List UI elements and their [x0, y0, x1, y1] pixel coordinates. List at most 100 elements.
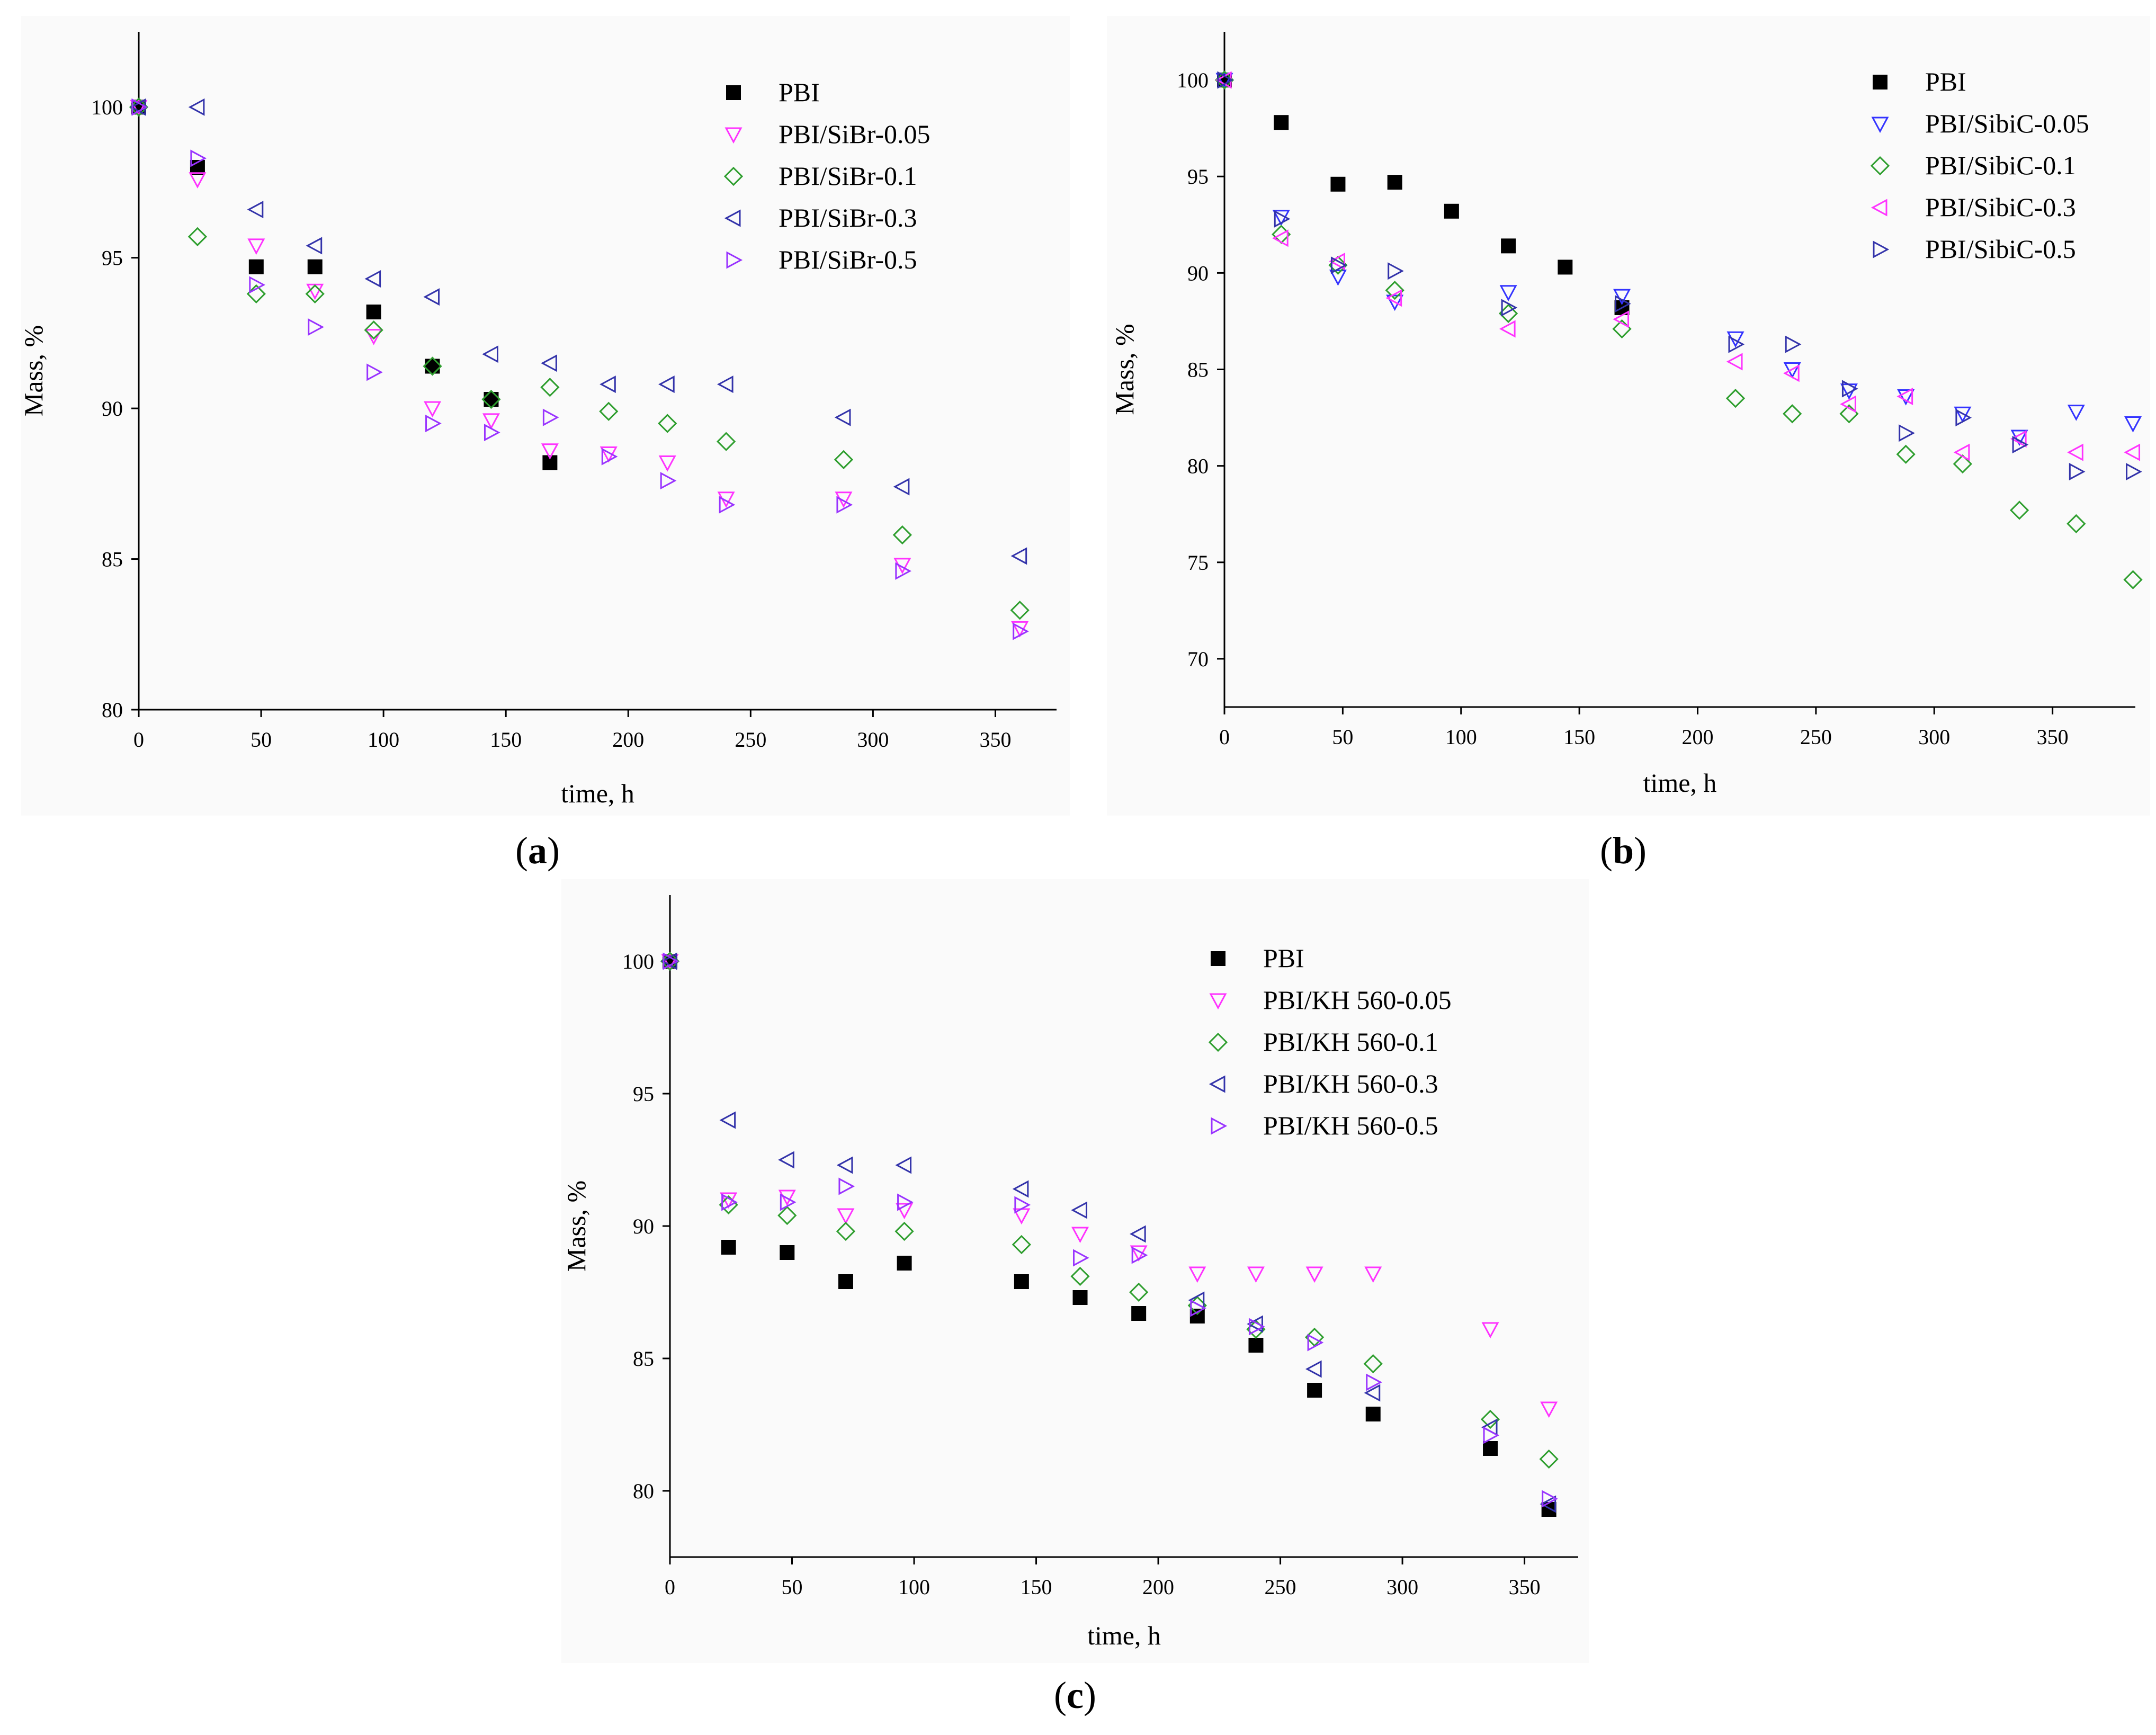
legend-label: PBI/KH 560-0.1: [1263, 1027, 1438, 1057]
data-point: [896, 1203, 914, 1220]
data-point: [2009, 500, 2029, 520]
data-point: [599, 401, 619, 421]
x-tick-label: 0: [133, 728, 144, 752]
data-point: [719, 1111, 736, 1129]
data-point: [1726, 353, 1743, 371]
data-point: [1499, 320, 1516, 338]
x-tick-label: 200: [612, 728, 644, 752]
y-tick-label: 85: [633, 1347, 654, 1371]
data-point: [1330, 256, 1347, 274]
x-tick-label: 100: [1445, 725, 1477, 749]
data-point: [1215, 73, 1233, 90]
x-tick-label: 0: [665, 1575, 675, 1599]
data-point: [895, 1156, 912, 1174]
data-point: [1248, 1338, 1264, 1353]
legend-marker: [724, 127, 742, 144]
legend-marker: [723, 166, 744, 186]
data-point: [541, 443, 559, 460]
panel-a: 0 50 100 150 200 250 300 350 80 85 90 95 100 time, h M…: [19, 32, 1057, 808]
data-point: [1073, 1249, 1089, 1267]
data-point: [306, 237, 323, 255]
data-point: [1014, 1196, 1031, 1214]
data-point: [131, 98, 148, 116]
data-point: [423, 356, 442, 376]
legend-label: PBI/KH 560-0.05: [1263, 985, 1452, 1015]
data-point: [1129, 1225, 1146, 1243]
legend-marker: [1871, 117, 1889, 133]
data-point: [1785, 335, 1802, 353]
data-point: [1540, 1495, 1556, 1513]
data-point: [542, 408, 559, 426]
data-point: [423, 288, 440, 306]
x-tick-label: 300: [1918, 725, 1950, 749]
data-point: [663, 954, 677, 969]
data-point: [366, 305, 381, 320]
y-tick-label: 90: [1187, 261, 1209, 285]
data-point: [1783, 362, 1801, 379]
series-pbi-sibic-0-3: [1215, 71, 2141, 461]
data-point: [897, 1193, 914, 1211]
data-point: [1840, 395, 1856, 413]
data-point: [717, 375, 733, 393]
data-point: [364, 270, 381, 288]
data-point: [1013, 622, 1029, 640]
data-point: [601, 448, 618, 466]
data-point: [778, 1190, 796, 1206]
data-point: [1499, 285, 1517, 301]
legend-label: PBI/KH 560-0.5: [1263, 1111, 1438, 1140]
data-point: [2069, 463, 2086, 481]
data-point: [658, 375, 675, 393]
x-tick-label: 300: [857, 728, 889, 752]
data-point: [719, 496, 736, 514]
y-axis-title: Mass, %: [561, 1180, 591, 1272]
legend-marker: [1873, 240, 1890, 258]
legend-marker: [726, 85, 741, 100]
x-tick-label: 50: [782, 1575, 803, 1599]
y-tick-label: 85: [102, 548, 123, 571]
data-point: [1385, 289, 1402, 307]
x-tick-label: 200: [1142, 1575, 1174, 1599]
data-point: [1386, 294, 1404, 311]
data-point: [1385, 281, 1404, 300]
data-point: [836, 496, 853, 514]
y-tick-label: 100: [622, 950, 654, 973]
legend-marker: [1870, 156, 1890, 176]
data-point: [424, 401, 442, 418]
data-point: [1071, 1227, 1089, 1244]
data-point: [1010, 601, 1030, 620]
data-point: [482, 413, 500, 430]
data-point: [1387, 175, 1402, 190]
data-point: [540, 378, 560, 397]
data-point: [2123, 570, 2143, 589]
data-point: [1305, 1266, 1323, 1283]
data-point: [247, 201, 264, 219]
data-point: [1539, 1449, 1559, 1469]
data-point: [1615, 295, 1631, 313]
legend-label: PBI/SiBr-0.05: [779, 119, 931, 149]
legend-label: PBI/SiBr-0.1: [779, 161, 917, 191]
x-tick-label: 50: [251, 728, 272, 752]
legend-marker: [1211, 1117, 1228, 1135]
data-point: [1189, 1309, 1205, 1323]
data-point: [1953, 454, 1972, 474]
data-point: [1012, 1180, 1029, 1198]
y-tick-label: 80: [633, 1479, 654, 1503]
legend-label: PBI: [1263, 943, 1304, 973]
series-pbi: [1217, 73, 1630, 315]
data-point: [248, 259, 264, 274]
y-tick-label: 90: [633, 1214, 654, 1238]
panel-c-label: (c): [1054, 1674, 1096, 1716]
data-point: [1501, 238, 1516, 254]
data-point: [1131, 1246, 1148, 1264]
data-point: [1363, 1354, 1383, 1374]
data-point: [307, 259, 323, 274]
y-tick-label: 100: [1177, 68, 1209, 92]
data-point: [836, 1156, 853, 1174]
data-point: [895, 562, 912, 580]
data-point: [1217, 73, 1232, 88]
x-tick-label: 50: [1332, 725, 1353, 749]
data-point: [1841, 380, 1858, 398]
data-point: [1542, 1490, 1558, 1508]
y-axis-title: Mass, %: [1110, 324, 1139, 415]
data-point: [660, 472, 677, 490]
